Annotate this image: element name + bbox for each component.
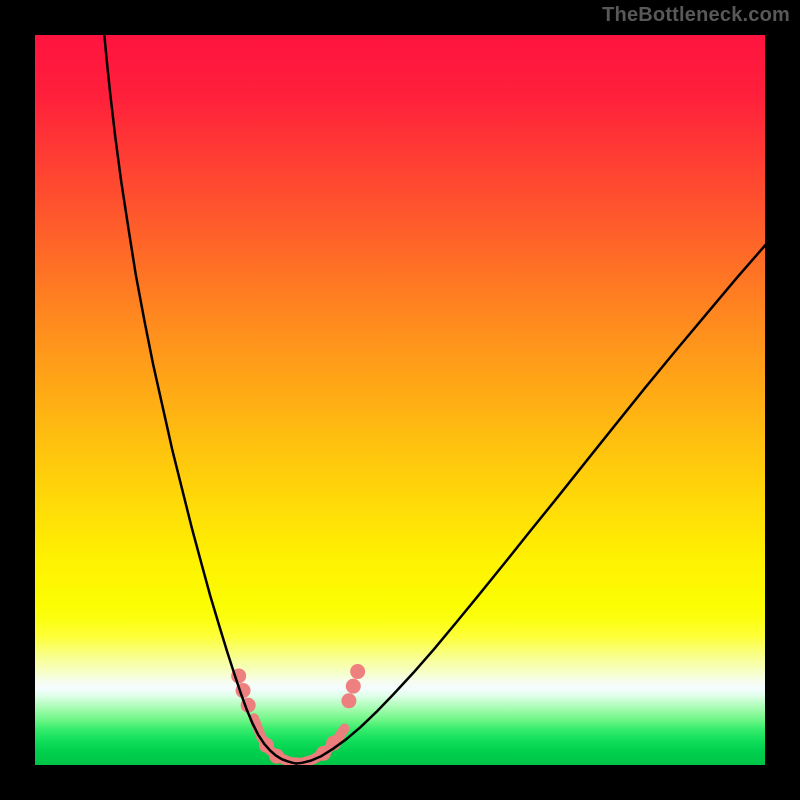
bead-marker xyxy=(346,679,361,694)
gradient-background xyxy=(35,35,765,765)
attribution-text: TheBottleneck.com xyxy=(602,4,790,27)
bead-marker xyxy=(341,693,356,708)
stage: TheBottleneck.com xyxy=(0,0,800,800)
plot-svg xyxy=(0,0,800,800)
bead-marker xyxy=(350,664,365,679)
